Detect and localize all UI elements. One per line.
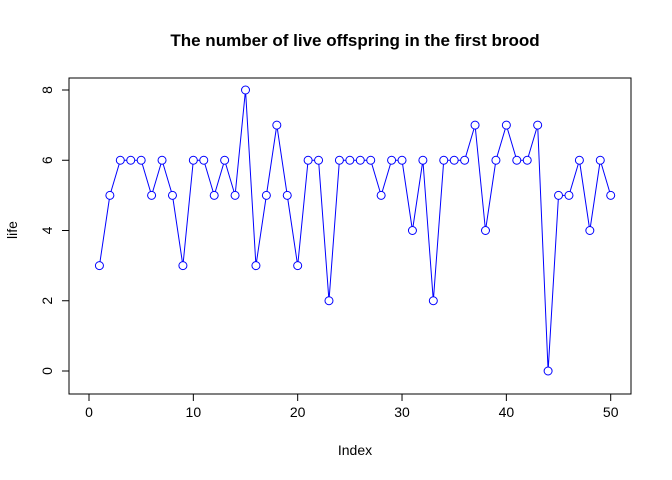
data-point: [261, 190, 271, 200]
data-point: [147, 190, 157, 200]
data-point: [209, 190, 219, 200]
data-point: [387, 155, 397, 165]
data-point: [167, 190, 177, 200]
y-axis: 0 2 4 6 8: [39, 86, 70, 375]
data-point: [428, 296, 438, 306]
x-tick-label: 40: [499, 404, 515, 420]
x-axis-label: Index: [338, 442, 372, 458]
series-life: [94, 85, 616, 376]
x-tick-label: 50: [603, 404, 619, 420]
data-point: [324, 296, 334, 306]
data-point: [595, 155, 605, 165]
y-tick-label: 0: [39, 367, 55, 375]
data-point: [449, 155, 459, 165]
y-tick-label: 4: [39, 226, 55, 234]
data-point: [585, 226, 595, 235]
data-point: [376, 190, 386, 200]
data-point: [407, 226, 417, 235]
data-point: [178, 261, 188, 271]
data-point: [533, 120, 543, 130]
data-point: [94, 261, 104, 271]
y-axis-label: life: [4, 221, 20, 239]
data-point: [574, 155, 584, 165]
data-point: [512, 155, 522, 165]
data-point: [334, 155, 344, 165]
data-point: [314, 155, 324, 165]
x-tick-label: 0: [85, 404, 93, 420]
x-tick-label: 30: [394, 404, 410, 420]
data-point: [199, 155, 209, 165]
data-point: [230, 190, 240, 200]
x-axis: 0 10 20 30 40 50: [85, 393, 619, 420]
y-tick-label: 2: [39, 297, 55, 305]
data-point: [282, 190, 292, 200]
x-tick-label: 20: [290, 404, 306, 420]
data-point: [136, 155, 146, 165]
data-point: [480, 226, 490, 235]
data-point: [355, 155, 365, 165]
data-point: [272, 120, 282, 130]
data-point: [345, 155, 355, 165]
data-point: [397, 155, 407, 165]
data-point: [418, 155, 428, 165]
data-point: [439, 155, 449, 165]
data-point: [303, 155, 313, 165]
data-point: [157, 155, 167, 165]
data-point: [293, 261, 303, 271]
data-point: [460, 155, 470, 165]
data-point: [188, 155, 198, 165]
data-point: [522, 155, 532, 165]
chart-title: The number of live offspring in the firs…: [170, 31, 539, 50]
data-point: [606, 190, 616, 200]
y-tick-label: 8: [39, 86, 55, 94]
data-point: [220, 155, 230, 165]
series-line: [98, 89, 612, 372]
y-tick-label: 6: [39, 156, 55, 164]
data-point: [115, 155, 125, 165]
x-tick-label: 10: [186, 404, 202, 420]
data-point: [241, 85, 251, 95]
data-point: [543, 366, 553, 376]
data-point: [470, 120, 480, 130]
data-point: [501, 120, 511, 130]
data-point: [491, 155, 501, 165]
data-point: [564, 190, 574, 200]
data-point: [366, 155, 376, 165]
data-point: [554, 190, 564, 200]
data-point: [105, 190, 115, 200]
data-point: [126, 155, 136, 165]
data-point: [251, 261, 261, 271]
